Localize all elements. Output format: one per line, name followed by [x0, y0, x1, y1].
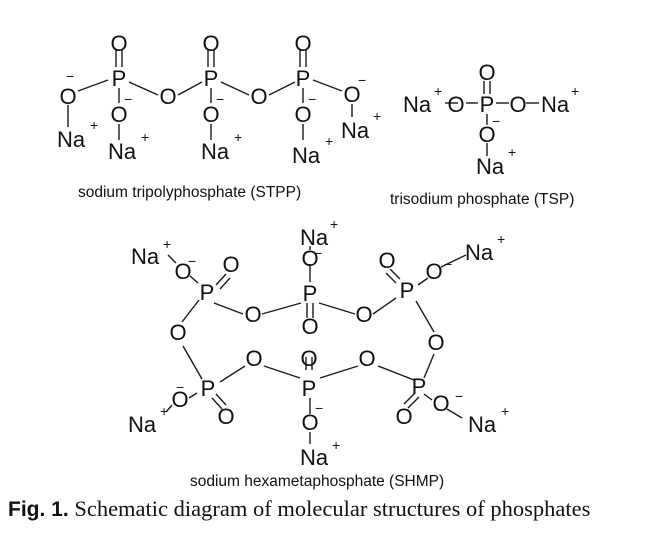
stpp-structure: O O O P P P O O O O O O O Na Na Na Na Na… [57, 31, 381, 201]
atom-o: O [301, 314, 318, 339]
shmp-label: sodium hexametaphosphate (SHMP) [190, 473, 444, 490]
tsp-label: trisodium phosphate (TSP) [390, 191, 574, 208]
atom-o: O [250, 84, 267, 109]
charge-positive: + [497, 231, 505, 247]
atom-p: P [480, 92, 495, 117]
atom-p: P [201, 376, 216, 401]
atom-na: Na [57, 127, 86, 152]
figure-caption: Fig. 1. Schematic diagram of molecular s… [8, 496, 658, 522]
atom-o: O [294, 102, 311, 127]
charge-negative: − [492, 113, 500, 129]
atom-o: O [159, 84, 176, 109]
charge-negative: − [314, 245, 322, 261]
charge-positive: + [434, 83, 442, 99]
charge-positive: + [234, 129, 242, 145]
charge-positive: + [141, 129, 149, 145]
atom-o: O [222, 252, 239, 277]
atom-na: Na [465, 240, 494, 265]
charge-positive: + [508, 144, 516, 160]
atom-p: P [412, 374, 427, 399]
atom-o: O [110, 31, 127, 56]
atom-na: Na [292, 143, 321, 168]
atom-o: O [427, 330, 444, 355]
tsp-structure: O P O O O Na Na Na + + + − trisodium pho… [390, 60, 579, 208]
atom-o: O [358, 346, 375, 371]
atom-o: O [447, 92, 464, 117]
atom-na: Na [201, 139, 230, 164]
atom-p: P [296, 66, 311, 91]
charge-positive: + [90, 117, 98, 133]
atom-o: O [245, 346, 262, 371]
atom-p: P [303, 281, 318, 306]
atom-na: Na [131, 244, 160, 269]
stpp-label: sodium tripolyphosphate (STPP) [78, 184, 301, 201]
atom-na: Na [300, 225, 329, 250]
atom-o: O [300, 346, 317, 371]
atom-o: O [355, 302, 372, 327]
structures-drawing: O O O P P P O O O O O O O Na Na Na Na Na… [57, 31, 579, 490]
atom-na: Na [468, 412, 497, 437]
atom-o: O [110, 102, 127, 127]
atom-na: Na [541, 92, 570, 117]
atom-o: O [59, 84, 76, 109]
atom-o: O [395, 404, 412, 429]
charge-negative: − [444, 256, 452, 272]
atom-o: O [343, 82, 360, 107]
charge-negative: − [66, 68, 74, 84]
atom-na: Na [476, 154, 505, 179]
atom-na: Na [403, 92, 432, 117]
atom-o: O [244, 302, 261, 327]
atom-o: O [378, 248, 395, 273]
atom-p: P [200, 280, 215, 305]
charge-positive: + [160, 403, 168, 419]
atom-o: O [478, 60, 495, 85]
atom-na: Na [108, 139, 137, 164]
charge-positive: + [571, 83, 579, 99]
atom-p: P [112, 66, 127, 91]
atom-o: O [425, 259, 442, 284]
atom-o: O [169, 320, 186, 345]
atom-o: O [217, 404, 234, 429]
atom-na: Na [128, 412, 157, 437]
charge-negative: − [358, 72, 366, 88]
charge-positive: + [373, 108, 381, 124]
atom-na: Na [341, 118, 370, 143]
charge-positive: + [501, 403, 509, 419]
charge-negative: − [308, 91, 316, 107]
atom-o: O [202, 31, 219, 56]
atom-o: O [301, 410, 318, 435]
charge-positive: + [330, 216, 338, 232]
atom-na: Na [300, 445, 329, 470]
charge-negative: − [176, 379, 184, 395]
atom-p: P [302, 376, 317, 401]
atom-p: P [400, 278, 415, 303]
atom-p: P [204, 66, 219, 91]
charge-negative: − [188, 253, 196, 269]
shmp-structure: P P P P P P O O O O O O O O O O O O O O … [128, 216, 509, 490]
charge-positive: + [163, 236, 171, 252]
atom-o: O [478, 122, 495, 147]
charge-negative: − [315, 400, 323, 416]
atom-o: O [301, 246, 318, 271]
charge-negative: − [216, 91, 224, 107]
atom-o: O [294, 31, 311, 56]
atom-o: O [432, 391, 449, 416]
charge-positive: + [325, 133, 333, 149]
atom-o: O [171, 387, 188, 412]
charge-negative: − [455, 388, 463, 404]
figure-number: Fig. 1. [8, 498, 69, 521]
caption-text: Schematic diagram of molecular structure… [74, 496, 591, 521]
charge-negative: − [124, 91, 132, 107]
atom-o: O [509, 92, 526, 117]
charge-positive: + [332, 437, 340, 453]
atom-o: O [174, 259, 191, 284]
atom-o: O [202, 102, 219, 127]
